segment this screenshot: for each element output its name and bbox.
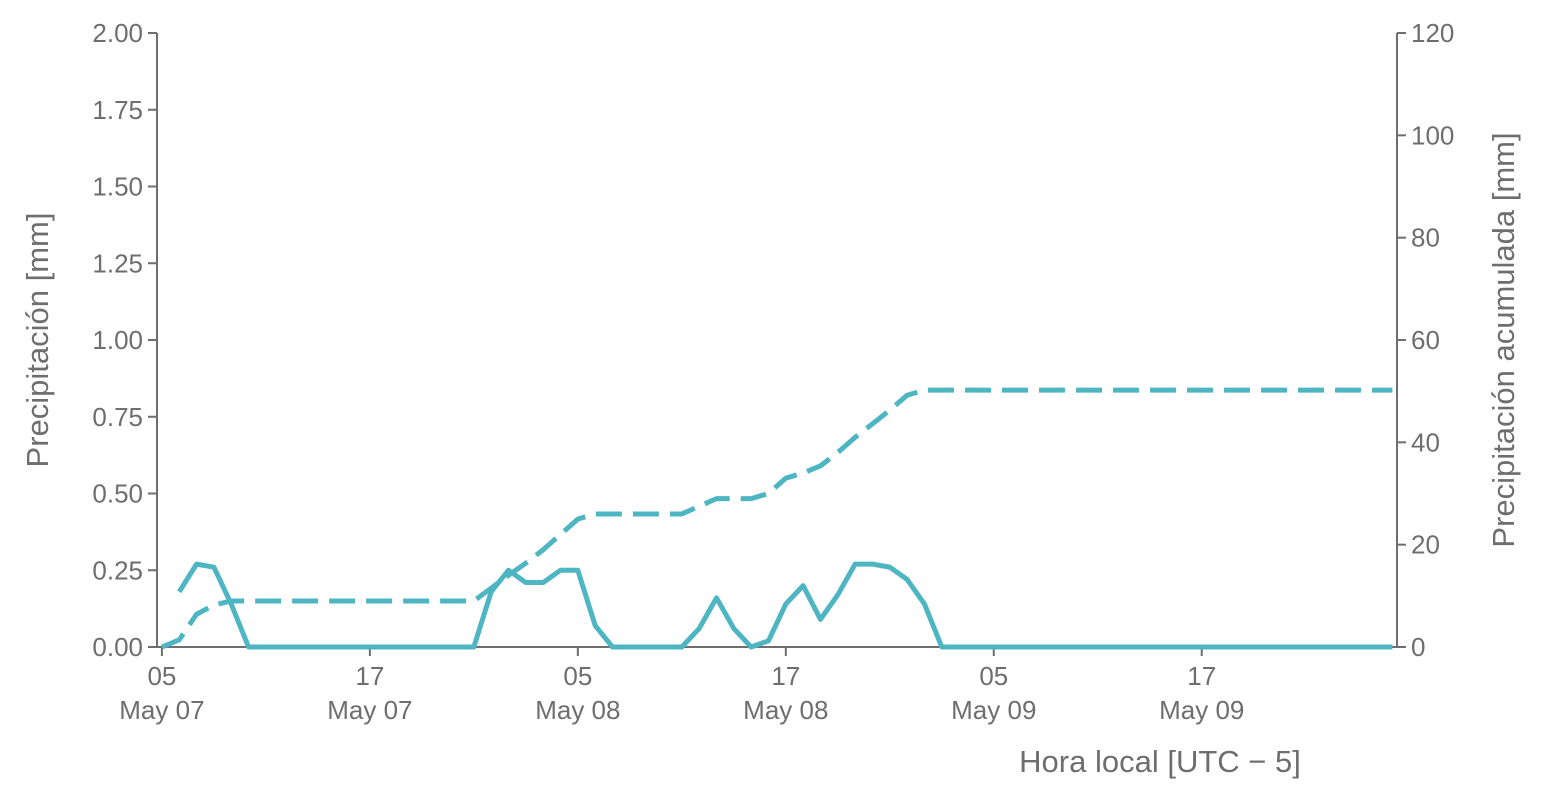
y-axis-label: Precipitación [mm] xyxy=(20,213,55,468)
y-tick-label: 1.50 xyxy=(92,172,143,202)
y-tick-label: 0.50 xyxy=(92,479,143,509)
y2-axis-label: Precipitación acumulada [mm] xyxy=(1486,132,1521,547)
y-tick-label: 0.75 xyxy=(92,402,143,432)
y-tick-label: 1.25 xyxy=(92,248,143,278)
x-tick-label: 05 May 09 xyxy=(951,661,1036,725)
y-tick-label: 0.25 xyxy=(92,555,143,585)
y2-tick-label: 100 xyxy=(1411,120,1454,150)
y2-tick-label: 120 xyxy=(1411,18,1454,48)
y-tick-label: 1.75 xyxy=(92,95,143,125)
y-tick-label: 2.00 xyxy=(92,18,143,48)
y2-tick-label: 60 xyxy=(1411,325,1440,355)
x-tick-label: 17 May 07 xyxy=(327,661,412,725)
series-line xyxy=(177,561,1393,650)
x-tick-label: 17 May 08 xyxy=(743,661,828,725)
y2-tick-label: 80 xyxy=(1411,223,1440,253)
x-axis-label: Hora local [UTC − 5] xyxy=(1019,744,1301,779)
x-tick-label: 05 May 08 xyxy=(535,661,620,725)
y2-tick-label: 40 xyxy=(1411,427,1440,457)
y-tick-label: 0.00 xyxy=(92,632,143,662)
y2-tick-label: 20 xyxy=(1411,530,1440,560)
y-tick-label: 1.00 xyxy=(92,325,143,355)
series-line xyxy=(160,387,1393,650)
x-tick-label: 05 May 07 xyxy=(119,661,204,725)
x-tick-label: 17 May 09 xyxy=(1159,661,1244,725)
y2-tick-label: 0 xyxy=(1411,632,1425,662)
